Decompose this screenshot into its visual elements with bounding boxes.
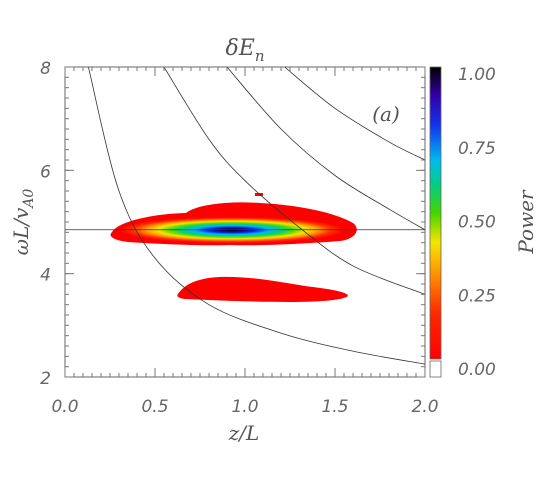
colorbar-tick-label: 0.50 <box>458 213 496 233</box>
x-tick-label: 0.5 <box>141 397 168 417</box>
dispersion-curve-1 <box>88 67 425 365</box>
dispersion-curves <box>88 67 425 365</box>
y-tick-label: 8 <box>40 59 51 79</box>
dispersion-curve-2 <box>163 67 425 295</box>
colorbar-tick-label: 1.00 <box>458 65 496 85</box>
x-tick-label: 1.0 <box>231 397 258 417</box>
y-tick-label: 6 <box>40 162 51 182</box>
colorbar-ticks: 0.00 0.25 0.50 0.75 1.00 <box>458 65 496 380</box>
panel-label: (a) <box>372 102 400 126</box>
y-tick-label: 2 <box>40 369 51 389</box>
axis-ticks: 0.0 0.5 1.0 1.5 2.0 2 4 6 8 <box>40 59 438 417</box>
x-tick-label: 1.5 <box>321 397 348 417</box>
chart-title: δEn <box>226 36 265 65</box>
y-axis-label: ωL/vA0 <box>9 189 37 256</box>
colorbar-label: Power <box>514 189 538 255</box>
y-tick-label: 4 <box>40 266 51 286</box>
lower-power-region <box>177 276 348 302</box>
x-tick-label: 0.0 <box>51 397 78 417</box>
dispersion-curve-4 <box>284 67 425 161</box>
dispersion-curve-3 <box>226 67 425 231</box>
colorbar-zero-box <box>429 360 442 378</box>
colorbar <box>429 66 442 360</box>
upper-power-speck <box>255 193 263 196</box>
x-tick-label: 2.0 <box>411 397 438 417</box>
x-axis-label: z/L <box>228 421 260 445</box>
colorbar-tick-label: 0.00 <box>458 360 496 380</box>
colorbar-tick-label: 0.75 <box>458 139 496 159</box>
colorbar-tick-label: 0.25 <box>458 286 496 306</box>
